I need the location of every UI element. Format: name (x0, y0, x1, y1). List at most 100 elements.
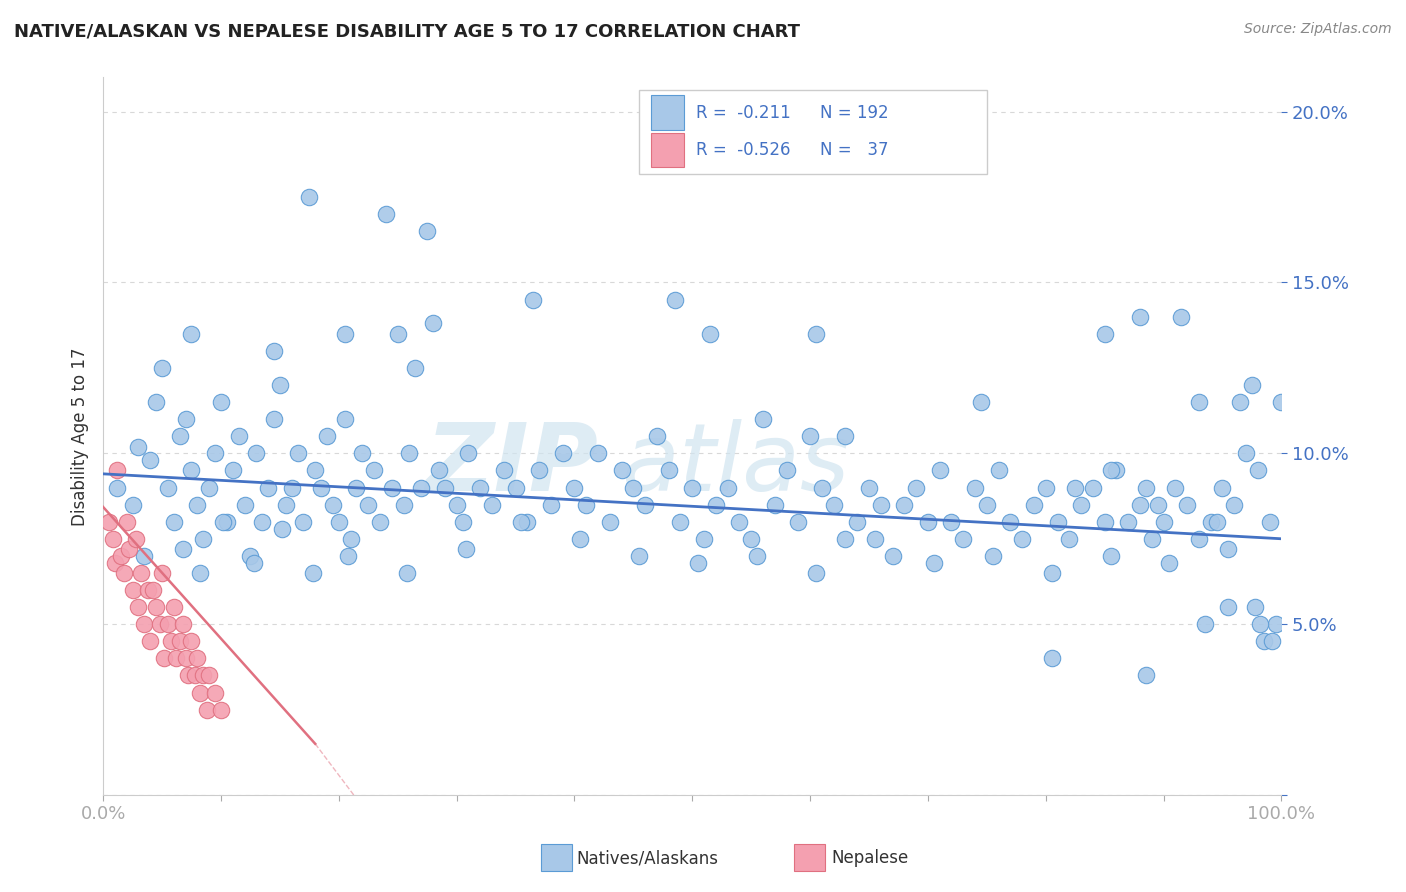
Point (112, 566, 135, 580)
Point (1205, 515, 1227, 529)
Point (446, 498, 468, 512)
Point (1129, 498, 1152, 512)
Text: N = 192: N = 192 (820, 103, 889, 121)
Point (1105, 463, 1128, 477)
Point (834, 532, 856, 546)
Point (149, 617, 172, 632)
Text: atlas: atlas (621, 419, 849, 510)
Point (433, 481, 456, 495)
Point (1247, 463, 1270, 477)
Point (551, 446, 574, 460)
Point (127, 440, 149, 454)
Point (381, 481, 404, 495)
Point (357, 498, 380, 512)
Point (569, 532, 592, 546)
Point (195, 703, 218, 717)
Point (704, 498, 727, 512)
Point (1094, 326, 1116, 341)
Point (204, 446, 226, 460)
Point (239, 549, 262, 563)
Point (804, 566, 827, 580)
Point (1094, 515, 1116, 529)
Point (150, 566, 173, 580)
Point (1249, 617, 1271, 632)
Point (917, 515, 939, 529)
Point (287, 446, 309, 460)
Point (118, 541, 141, 556)
Point (1035, 481, 1057, 495)
Point (527, 463, 550, 477)
Point (882, 549, 904, 563)
Point (1244, 600, 1267, 615)
Point (188, 685, 211, 699)
Point (302, 566, 325, 580)
Point (101, 532, 124, 546)
Point (98, 515, 121, 529)
Point (398, 446, 420, 460)
Point (740, 532, 762, 546)
Point (134, 617, 156, 632)
Point (280, 481, 302, 495)
Point (188, 566, 211, 580)
Point (186, 651, 208, 665)
Point (693, 532, 716, 546)
Point (180, 326, 202, 341)
Point (156, 481, 179, 495)
Point (1146, 498, 1168, 512)
Point (1129, 310, 1152, 324)
Point (193, 668, 215, 682)
Point (976, 498, 998, 512)
Point (160, 634, 183, 648)
Point (1153, 515, 1175, 529)
Point (184, 668, 207, 682)
Point (209, 395, 232, 409)
Point (322, 498, 344, 512)
Point (316, 429, 339, 443)
Point (1264, 617, 1286, 632)
Point (1258, 515, 1281, 529)
Point (139, 453, 162, 467)
Point (263, 343, 285, 358)
Text: NATIVE/ALASKAN VS NEPALESE DISABILITY AGE 5 TO 17 CORRELATION CHART: NATIVE/ALASKAN VS NEPALESE DISABILITY AG… (14, 22, 800, 40)
Point (245, 446, 267, 460)
Point (1011, 532, 1033, 546)
Point (1135, 668, 1157, 682)
Point (222, 463, 245, 477)
Point (427, 463, 450, 477)
Point (186, 498, 208, 512)
Point (454, 541, 477, 556)
Point (269, 378, 291, 392)
Point (1046, 515, 1069, 529)
Point (823, 498, 845, 512)
Point (728, 515, 751, 529)
Point (1064, 481, 1087, 495)
Point (1218, 541, 1240, 556)
Point (363, 463, 385, 477)
Point (174, 651, 197, 665)
Point (893, 498, 915, 512)
Point (516, 515, 538, 529)
Point (1175, 498, 1198, 512)
Point (145, 395, 167, 409)
Point (309, 481, 332, 495)
Point (564, 481, 586, 495)
Point (846, 515, 869, 529)
Point (804, 326, 827, 341)
Point (180, 634, 202, 648)
Point (169, 634, 191, 648)
Point (1040, 651, 1063, 665)
Point (243, 556, 266, 570)
Point (422, 317, 444, 331)
Point (304, 463, 326, 477)
Text: R =  -0.211: R = -0.211 (696, 103, 790, 121)
Point (540, 498, 562, 512)
Point (481, 498, 503, 512)
Point (1022, 498, 1045, 512)
Point (1116, 515, 1139, 529)
Text: N =   37: N = 37 (820, 141, 889, 159)
Point (451, 515, 474, 529)
Point (1194, 617, 1216, 632)
Point (775, 463, 797, 477)
Point (110, 549, 132, 563)
Point (987, 463, 1010, 477)
